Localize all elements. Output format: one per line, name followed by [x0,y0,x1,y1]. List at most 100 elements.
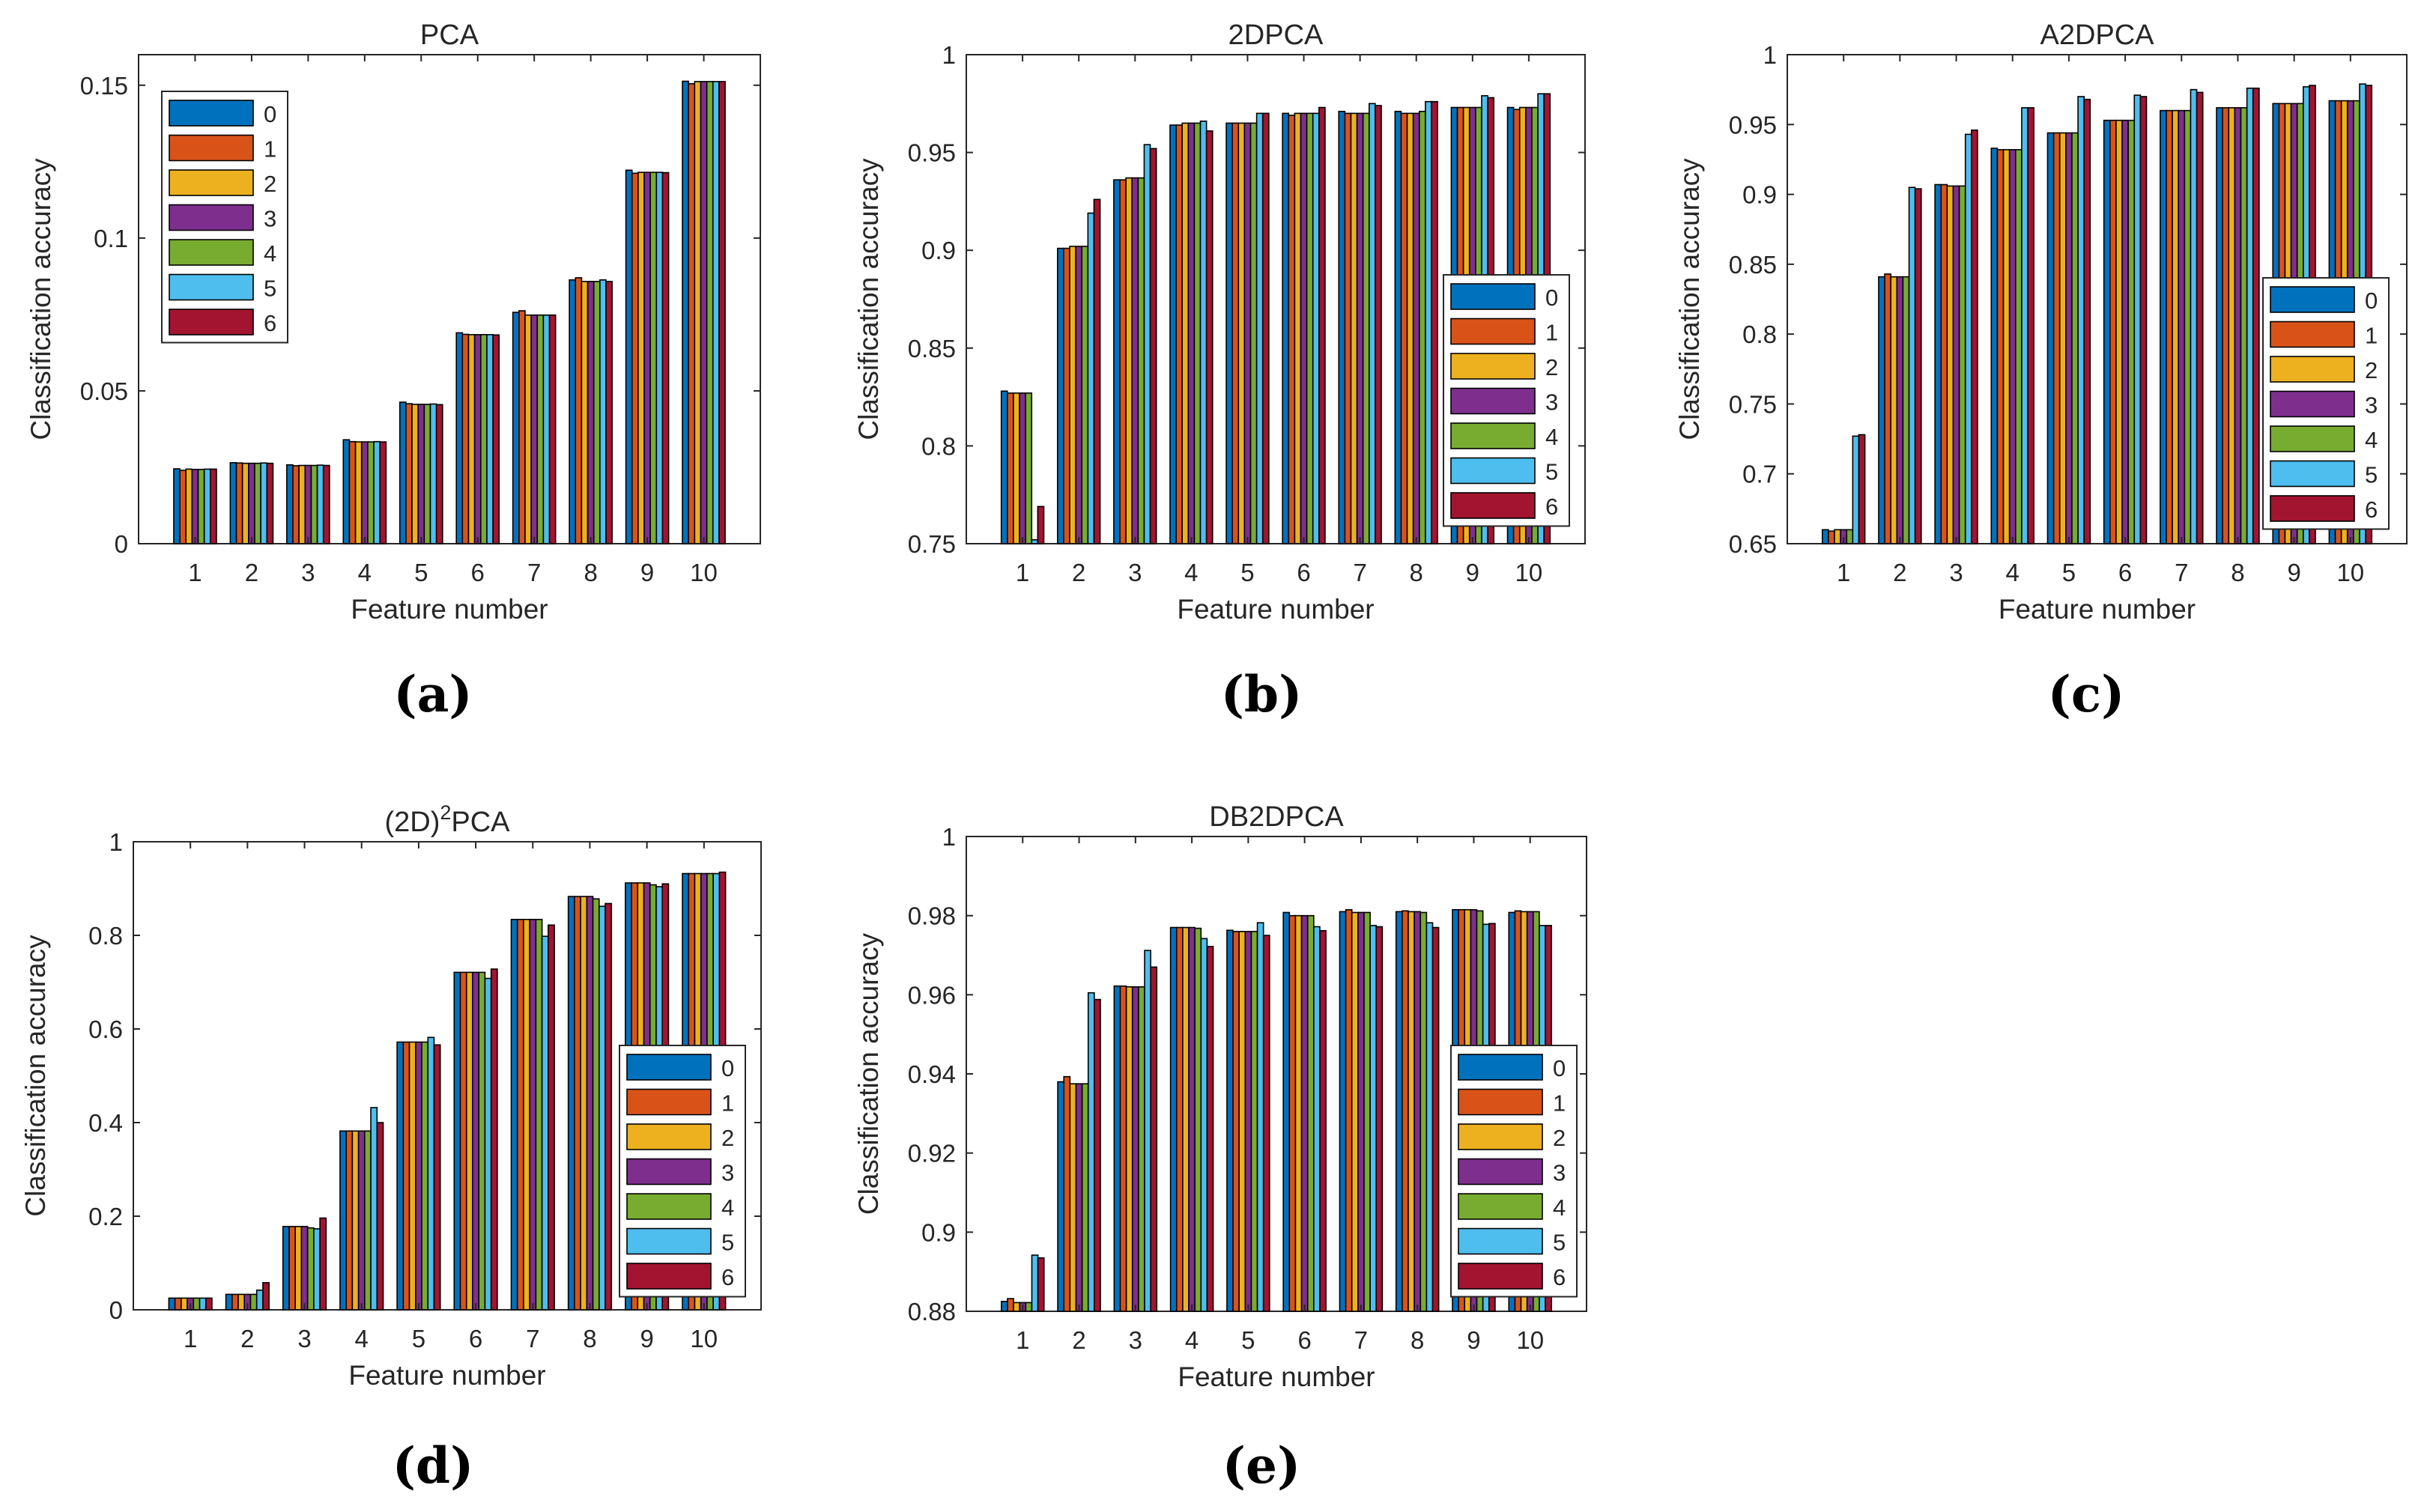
bar-series-4-cat-5 [1250,931,1258,1312]
panel-label: (a) [393,665,472,723]
bar-series-0-cat-10 [682,80,689,544]
bar-series-0-cat-4 [342,439,351,544]
bar-series-0-cat-1 [1000,390,1008,544]
bar-series-4-cat-2 [1081,246,1089,544]
legend-label: 3 [721,1160,734,1186]
bar-series-6-cat-7 [548,924,555,1311]
y-axis-label: Classification accuracy [853,932,884,1215]
bar-series-3-cat-4 [357,1130,366,1311]
bar-series-2-cat-4 [1182,926,1190,1312]
legend-swatch-3 [1450,387,1536,415]
panel-label: (c) [2048,665,2125,723]
bar-series-3-cat-3 [304,464,312,544]
chart-title-superscript: 2 [440,801,451,824]
bar-series-1-cat-8 [574,896,581,1311]
bar-series-5-cat-2 [255,1289,264,1311]
bar-series-6-cat-3 [322,464,330,544]
bar-series-4-cat-4 [1193,122,1202,544]
bar-series-3-cat-10 [700,81,708,544]
legend-swatch-1 [169,134,254,162]
bar-series-1-cat-1 [174,1297,182,1311]
bar-series-5-cat-6 [1313,926,1321,1312]
legend-label: 4 [264,240,276,267]
bar-series-2-cat-7 [1351,911,1359,1312]
bar-series-4-cat-6 [479,334,488,544]
bar-series-6-cat-7 [548,314,557,544]
bar-series-4-cat-8 [2240,107,2248,544]
y-tick-label: 0.94 [908,1060,956,1088]
bar-series-6-cat-6 [490,968,498,1311]
bar-series-4-cat-2 [254,462,261,544]
bar-series-6-cat-6 [1318,106,1326,544]
bar-series-0-cat-2 [1057,247,1064,544]
bar-series-0-cat-5 [396,1041,405,1311]
chart-title: PCA [420,19,479,51]
legend-label: 5 [721,1230,734,1256]
bar-series-0-cat-3 [286,464,294,544]
bar-series-3-cat-7 [1356,112,1364,544]
legend-swatch-2 [1450,353,1536,380]
bar-series-5-cat-5 [2077,96,2085,544]
y-tick-label: 0.96 [908,981,956,1009]
bar-series-0-cat-7 [2160,109,2167,544]
bar-series-6-cat-2 [1094,998,1101,1312]
y-tick-label: 0.95 [1729,111,1777,139]
bar-series-1-cat-6 [2109,119,2117,544]
bar-series-1-cat-5 [402,1041,410,1311]
y-tick-label: 0.85 [1729,251,1777,279]
bar-series-5-cat-3 [316,464,324,544]
bar-series-0-cat-6 [453,971,461,1311]
bar-series-1-cat-8 [2222,107,2230,544]
bar-series-1-cat-8 [1402,910,1409,1312]
x-tick-label: 9 [1466,559,1479,586]
bar-series-1-cat-5 [1232,931,1240,1312]
legend-swatch-0 [2270,286,2355,313]
bar-series-2-cat-1 [1013,392,1020,544]
bar-series-4-cat-1 [1025,392,1033,544]
x-tick-label: 8 [1411,1326,1424,1354]
legend-label: 1 [264,136,276,163]
bar-series-5-cat-4 [1200,938,1208,1312]
bar-series-5-cat-8 [2246,87,2254,544]
bar-series-1-cat-7 [2166,109,2173,544]
legend-swatch-0 [626,1054,712,1081]
bar-series-3-cat-5 [1244,931,1252,1312]
bar-series-3-cat-3 [1131,177,1139,544]
legend: 0 1 2 3 4 5 6 [1450,1045,1578,1298]
legend-swatch-1 [2270,321,2355,348]
bar-series-3-cat-3 [1131,986,1139,1312]
bar-series-6-cat-4 [376,1122,384,1311]
bar-series-5-cat-8 [598,905,606,1311]
bar-series-3-cat-6 [472,971,480,1311]
legend-swatch-3 [2270,390,2355,418]
y-tick-label: 0.9 [921,1218,956,1246]
bar-series-1-cat-1 [1828,530,1835,544]
bar-series-0-cat-2 [229,462,237,544]
legend-label: 0 [264,101,276,127]
x-tick-label: 8 [2231,559,2244,586]
bar-series-0-cat-4 [1990,148,1999,544]
bar-series-1-cat-7 [518,310,526,544]
bar-series-1-cat-4 [1175,124,1183,544]
bar-series-6-cat-10 [718,81,726,544]
bar-series-2-cat-3 [1125,177,1133,544]
x-tick-label: 10 [690,1325,718,1352]
x-tick-label: 5 [1241,1326,1255,1354]
x-tick-label: 6 [471,559,485,586]
legend-label: 6 [264,310,276,336]
bar-series-2-cat-2 [1069,1083,1077,1312]
legend-label: 6 [1553,1264,1566,1290]
legend-swatch-3 [626,1158,712,1185]
bar-series-0-cat-2 [225,1293,233,1311]
x-tick-label: 8 [1410,559,1423,586]
bar-series-6-cat-5 [435,404,443,544]
bar-series-1-cat-3 [288,1225,297,1311]
y-tick-label: 0.85 [908,335,956,362]
bar-series-2-cat-6 [467,334,476,544]
x-axis-label: Feature number [1178,1361,1375,1392]
bar-series-3-cat-3 [300,1225,309,1311]
bar-series-1-cat-2 [235,462,243,544]
bar-series-2-cat-5 [411,404,419,544]
